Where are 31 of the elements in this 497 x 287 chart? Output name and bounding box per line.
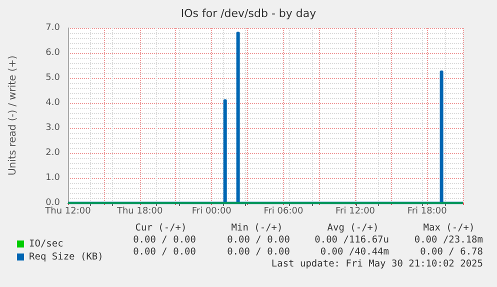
chart-title: IOs for /dev/sdb - by day bbox=[180, 7, 317, 20]
x-tick-label: Thu 12:00 bbox=[44, 206, 92, 216]
y-tick-label: 5.0 bbox=[46, 73, 60, 83]
x-tick-label: Fri 12:00 bbox=[336, 206, 376, 216]
text: Max (-/+) bbox=[423, 222, 475, 234]
y-tick-label: 1.0 bbox=[46, 173, 60, 183]
x-tick-label: Fri 00:00 bbox=[192, 206, 232, 216]
text: Avg (-/+) bbox=[327, 222, 379, 234]
text: 0.00 / 6.78 bbox=[420, 246, 484, 258]
y-tick-label: 4.0 bbox=[46, 98, 60, 108]
text: 0.00 / 0.00 bbox=[227, 246, 290, 258]
text: 0.00 / 0.00 bbox=[133, 246, 196, 258]
text: 0.00 /116.67u bbox=[314, 234, 389, 246]
text: Cur (-/+) bbox=[135, 222, 187, 234]
x-tick-label: Fri 06:00 bbox=[264, 206, 304, 216]
text: Last update: Fri May 30 21:10:02 2025 bbox=[271, 258, 483, 270]
y-axis-title: Units read (-) / write (+) bbox=[8, 55, 18, 176]
legend-label: Req Size (KB) bbox=[29, 252, 104, 262]
y-tick-label: 3.0 bbox=[46, 123, 60, 133]
text: Min (-/+) bbox=[231, 222, 283, 234]
y-tick-label: 0.0 bbox=[46, 198, 60, 208]
y-tick-label: 7.0 bbox=[46, 23, 60, 33]
text: 0.00 / 0.00 bbox=[227, 234, 290, 246]
x-tick-label: Fri 18:00 bbox=[407, 206, 448, 216]
text: 0.00 /40.44m bbox=[320, 246, 390, 258]
y-tick-label: 2.0 bbox=[46, 148, 60, 158]
text: 0.00 /23.18m bbox=[414, 234, 484, 246]
legend-label: IO/sec bbox=[29, 238, 64, 250]
y-tick-label: 6.0 bbox=[46, 48, 60, 58]
text: 0.00 / 0.00 bbox=[133, 234, 196, 246]
x-tick-label: Thu 18:00 bbox=[116, 206, 163, 216]
